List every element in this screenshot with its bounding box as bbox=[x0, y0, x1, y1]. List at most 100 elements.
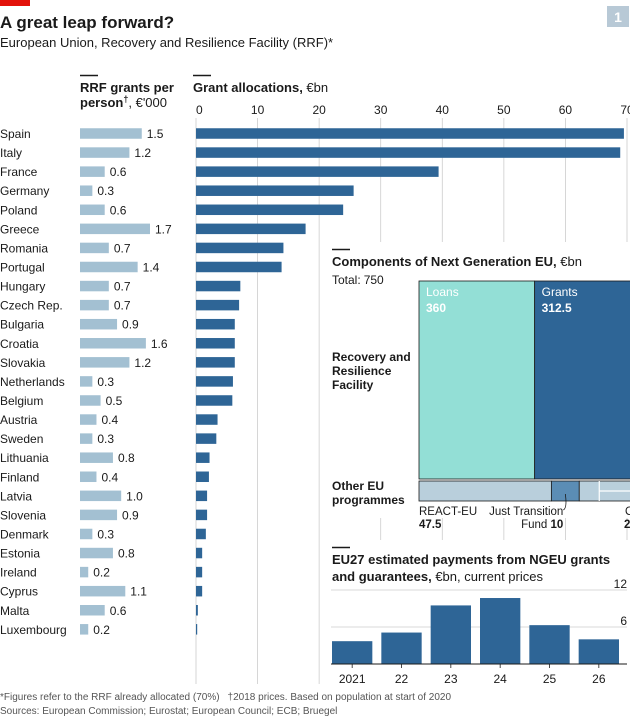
per-person-value-label: 0.2 bbox=[93, 566, 110, 580]
country-label: Belgium bbox=[0, 394, 43, 408]
per-person-value-label: 0.7 bbox=[114, 280, 131, 294]
per-person-bar bbox=[80, 490, 122, 502]
grant-bar bbox=[196, 471, 209, 483]
per-person-bar bbox=[80, 585, 126, 597]
payments-bar bbox=[529, 625, 570, 664]
grants-tick-label: 0 bbox=[196, 103, 203, 117]
per-person-value-label: 0.3 bbox=[97, 375, 114, 389]
country-label: France bbox=[0, 165, 38, 179]
per-person-value-label: 0.3 bbox=[97, 432, 114, 446]
per-person-value-label: 0.6 bbox=[110, 165, 127, 179]
country-label: Spain bbox=[0, 127, 31, 141]
payments-bar bbox=[480, 598, 521, 664]
page-badge: 1 bbox=[614, 9, 622, 25]
country-label: Germany bbox=[0, 184, 49, 198]
grant-bar bbox=[196, 242, 284, 254]
per-person-value-label: 0.8 bbox=[118, 547, 135, 561]
per-person-value-label: 1.2 bbox=[134, 146, 151, 160]
per-person-bar bbox=[80, 433, 93, 444]
other-programme-block bbox=[550, 480, 580, 502]
per-person-bar bbox=[80, 261, 138, 273]
payments-bar bbox=[381, 632, 422, 664]
grant-bar bbox=[196, 452, 210, 463]
per-person-bar bbox=[80, 566, 89, 578]
country-label: Finland bbox=[0, 470, 39, 484]
per-person-bar bbox=[80, 624, 89, 635]
grant-bar bbox=[196, 605, 198, 616]
per-person-value-label: 0.6 bbox=[110, 604, 127, 618]
grant-bar bbox=[196, 204, 344, 216]
payments-xtick-label: 24 bbox=[493, 672, 507, 686]
per-person-bar bbox=[80, 509, 118, 521]
country-label: Hungary bbox=[0, 280, 45, 294]
payments-xtick-label: 25 bbox=[543, 672, 557, 686]
country-label: Slovakia bbox=[0, 356, 46, 370]
per-person-value-label: 1.4 bbox=[143, 260, 160, 274]
payments-bar bbox=[430, 605, 471, 664]
payments-bar bbox=[332, 641, 373, 664]
grant-bar bbox=[196, 376, 233, 387]
per-person-bar bbox=[80, 242, 109, 254]
per-person-value-label: 0.6 bbox=[110, 203, 127, 217]
sources: Sources: European Commission; Eurostat; … bbox=[0, 706, 337, 717]
grant-bar bbox=[196, 585, 203, 597]
grant-bar bbox=[196, 166, 439, 177]
grants-value: 312.5 bbox=[542, 301, 572, 315]
country-label: Italy bbox=[0, 146, 22, 160]
treemap-title: Components of Next Generation EU, €bn bbox=[332, 254, 582, 269]
footnote: *Figures refer to the RRF already alloca… bbox=[0, 692, 451, 703]
grant-bar bbox=[196, 128, 624, 139]
payments-title-line2: and guarantees, €bn, current prices bbox=[332, 569, 543, 584]
page-badge-bg bbox=[607, 6, 629, 27]
per-person-bar bbox=[80, 223, 150, 235]
per-person-bar bbox=[80, 318, 118, 330]
payments-xtick-label: 26 bbox=[592, 672, 606, 686]
payments-ytick-label: 6 bbox=[620, 614, 627, 628]
grants-tick-label: 20 bbox=[312, 103, 326, 117]
grant-bar bbox=[196, 185, 354, 196]
country-label: Ireland bbox=[0, 566, 37, 580]
per-person-bar bbox=[80, 166, 105, 177]
loans-value: 360 bbox=[426, 301, 446, 315]
chart-title: A great leap forward? bbox=[0, 13, 174, 32]
per-person-value-label: 0.5 bbox=[106, 394, 123, 408]
grant-bar bbox=[196, 147, 621, 158]
country-label: Estonia bbox=[0, 547, 40, 561]
payments-chart: 12 6 2021 22 23 24 25 26 bbox=[331, 577, 627, 686]
payments-bar bbox=[578, 639, 619, 664]
per-person-bar bbox=[80, 280, 109, 292]
per-person-bar bbox=[80, 376, 93, 387]
country-label: Croatia bbox=[0, 337, 39, 351]
react-eu-value: 47.5 bbox=[419, 519, 442, 531]
country-label: Austria bbox=[0, 413, 38, 427]
grants-tick-label: 50 bbox=[497, 103, 511, 117]
payments-ytick-label: 12 bbox=[614, 577, 628, 591]
per-person-value-label: 0.3 bbox=[97, 184, 114, 198]
chart-subtitle: European Union, Recovery and Resilience … bbox=[0, 35, 333, 50]
just-transition-label-line2: Fund bbox=[521, 519, 550, 531]
other-label: Other bbox=[625, 506, 630, 518]
country-label: Bulgaria bbox=[0, 318, 44, 332]
country-label: Poland bbox=[0, 203, 37, 217]
per-person-value-label: 0.3 bbox=[97, 527, 114, 541]
grant-bar bbox=[196, 261, 282, 273]
grants-block bbox=[534, 280, 630, 480]
grant-bar bbox=[196, 357, 235, 368]
grant-bar bbox=[196, 547, 203, 559]
per-person-bar bbox=[80, 338, 146, 349]
grant-bar bbox=[196, 624, 198, 635]
grants-tick-label: 30 bbox=[374, 103, 388, 117]
grants-tick-label: 10 bbox=[251, 103, 265, 117]
grant-bar bbox=[196, 299, 240, 311]
per-person-bar bbox=[80, 395, 101, 406]
per-person-bar bbox=[80, 357, 130, 368]
grant-bar bbox=[196, 509, 208, 521]
per-person-value-label: 0.4 bbox=[101, 470, 118, 484]
payments-xtick-label: 22 bbox=[395, 672, 409, 686]
grants-tick-label: 60 bbox=[559, 103, 573, 117]
other-eu-label: Other EU programmes bbox=[332, 479, 405, 507]
grant-bar bbox=[196, 280, 241, 292]
per-person-value-label: 1.5 bbox=[147, 127, 164, 141]
country-label: Sweden bbox=[0, 432, 43, 446]
